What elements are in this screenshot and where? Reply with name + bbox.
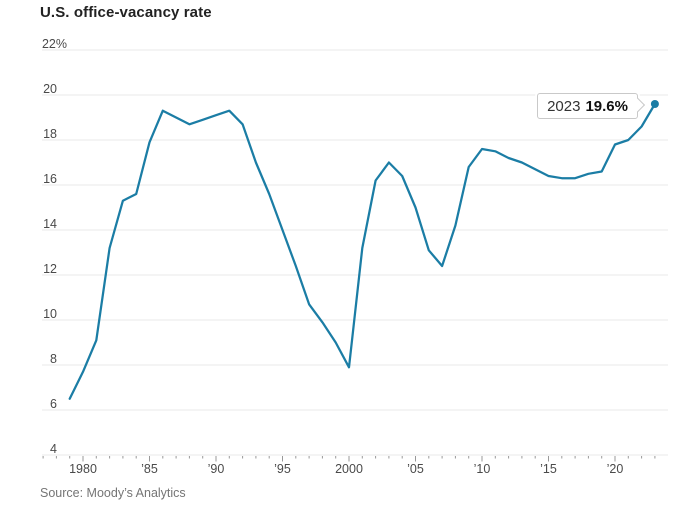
y-axis-tick-label: 14 — [43, 217, 57, 231]
annotation-year: 2023 — [547, 97, 581, 115]
x-axis-tick-label: ’90 — [208, 462, 225, 476]
x-axis-tick-label: ’15 — [540, 462, 557, 476]
y-axis-tick-label: 18 — [43, 127, 57, 141]
y-axis-tick-label: 10 — [43, 307, 57, 321]
chart-title: U.S. office-vacancy rate — [40, 4, 212, 21]
x-axis-tick-label: ’05 — [407, 462, 424, 476]
x-axis-tick-label: 1980 — [69, 462, 97, 476]
x-axis-tick-label: ’20 — [607, 462, 624, 476]
x-axis-tick-label: ’95 — [274, 462, 291, 476]
annotation-callout: 2023 19.6% — [537, 93, 646, 119]
y-axis-tick-label: 6 — [50, 397, 57, 411]
y-axis-tick-label: 4 — [50, 442, 57, 456]
line-end-dot — [650, 100, 659, 108]
y-axis-tick-label: 22% — [42, 37, 67, 51]
y-axis-tick-label: 20 — [43, 82, 57, 96]
y-axis-tick-label: 12 — [43, 262, 57, 276]
vacancy-rate-line — [68, 102, 657, 400]
y-axis-tick-label: 8 — [50, 352, 57, 366]
x-axis-tick-label: 2000 — [335, 462, 363, 476]
x-axis-tick-label: ’10 — [474, 462, 491, 476]
x-axis-tick-label: ’85 — [141, 462, 158, 476]
y-axis-tick-label: 16 — [43, 172, 57, 186]
chart-source: Source: Moody’s Analytics — [40, 486, 186, 500]
annotation-value: 19.6% — [585, 97, 628, 115]
